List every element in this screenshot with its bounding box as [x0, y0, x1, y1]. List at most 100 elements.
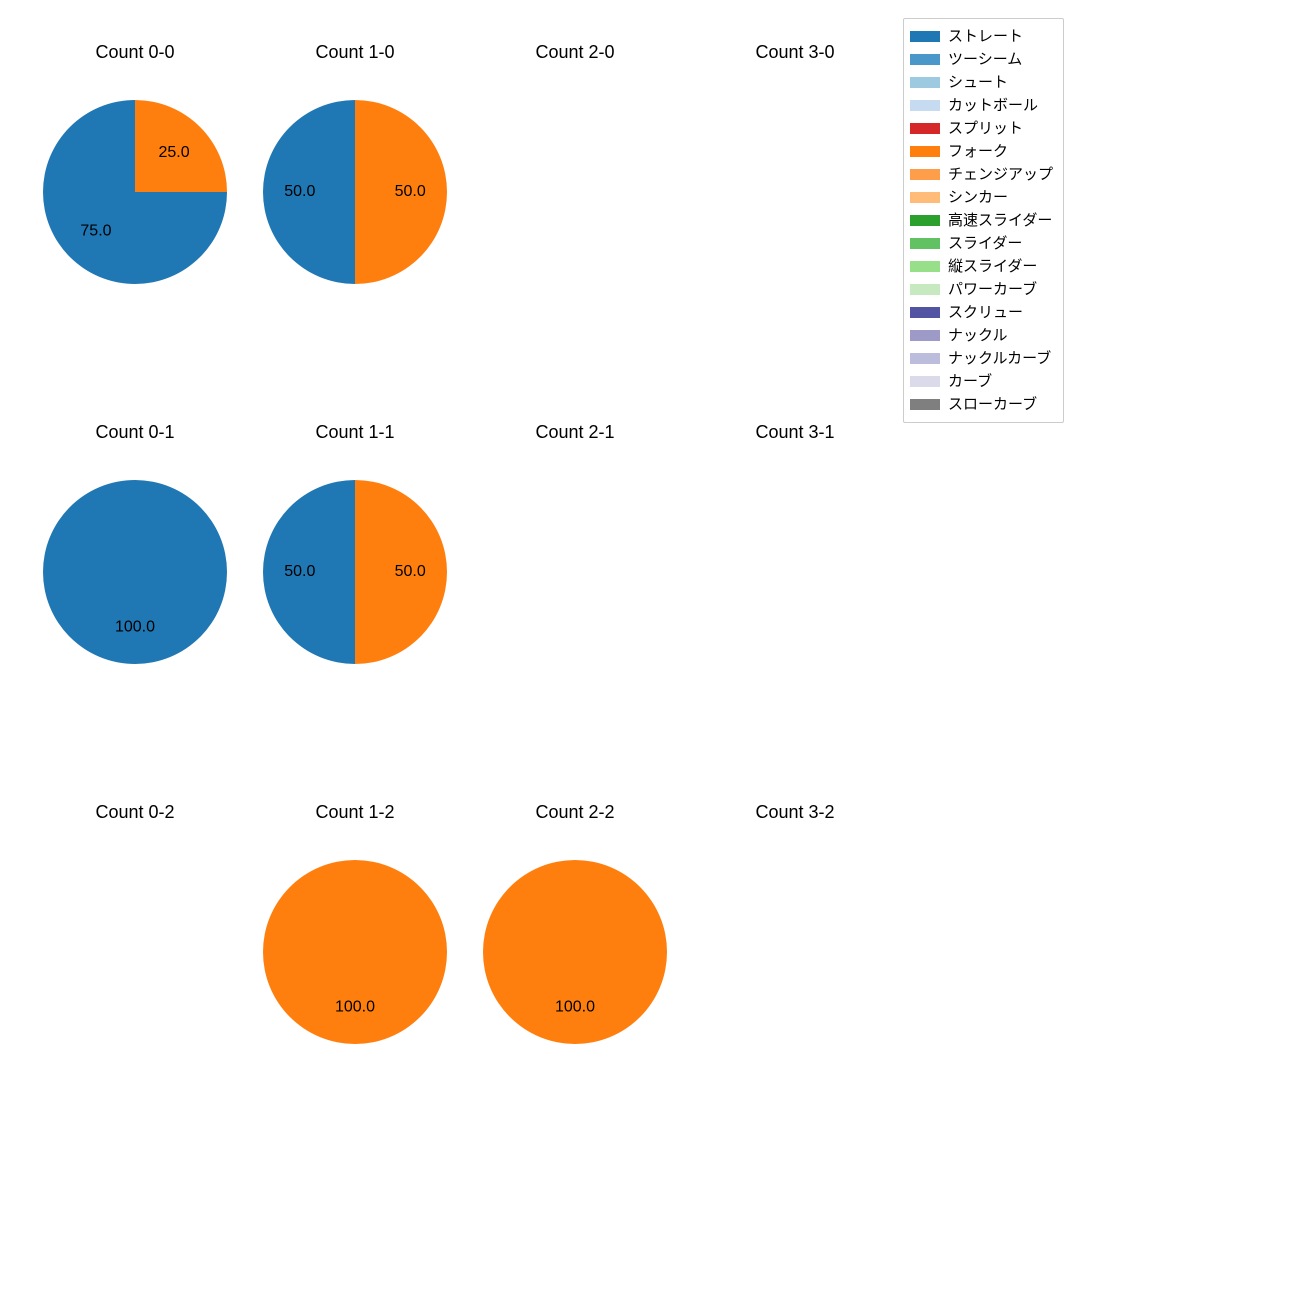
- pie-slice: [483, 860, 667, 1044]
- legend-item: スクリュー: [910, 301, 1053, 324]
- legend-label: シンカー: [948, 190, 1008, 205]
- legend-label: チェンジアップ: [948, 167, 1053, 182]
- legend-swatch: [910, 77, 940, 88]
- pie: 100.0: [481, 858, 669, 1046]
- subplot-title: Count 3-1: [685, 422, 905, 443]
- subplot: Count 3-2: [685, 830, 905, 1210]
- legend-swatch: [910, 123, 940, 134]
- legend-label: カーブ: [948, 374, 992, 389]
- legend-item: チェンジアップ: [910, 163, 1053, 186]
- subplot-title: Count 1-1: [245, 422, 465, 443]
- pie: [41, 858, 229, 1046]
- pie: 100.0: [261, 858, 449, 1046]
- legend-item: スライダー: [910, 232, 1053, 255]
- subplot-title: Count 3-2: [685, 802, 905, 823]
- pie: [701, 858, 889, 1046]
- legend-item: ツーシーム: [910, 48, 1053, 71]
- legend-label: シュート: [948, 75, 1008, 90]
- legend-label: カットボール: [948, 98, 1038, 113]
- legend-label: パワーカーブ: [948, 282, 1037, 297]
- legend-swatch: [910, 100, 940, 111]
- pie: [701, 98, 889, 286]
- subplot-title: Count 2-2: [465, 802, 685, 823]
- legend-label: 縦スライダー: [948, 259, 1037, 274]
- legend-label: スプリット: [948, 121, 1023, 136]
- legend-swatch: [910, 307, 940, 318]
- legend-item: カーブ: [910, 370, 1053, 393]
- legend-swatch: [910, 376, 940, 387]
- legend: ストレートツーシームシュートカットボールスプリットフォークチェンジアップシンカー…: [903, 18, 1064, 423]
- pie: 75.0 25.0: [41, 98, 229, 286]
- subplot: Count 1-2100.0: [245, 830, 465, 1210]
- legend-swatch: [910, 330, 940, 341]
- legend-label: フォーク: [948, 144, 1008, 159]
- legend-swatch: [910, 31, 940, 42]
- legend-item: 縦スライダー: [910, 255, 1053, 278]
- pie: [701, 478, 889, 666]
- legend-label: ナックル: [948, 328, 1008, 343]
- legend-swatch: [910, 192, 940, 203]
- legend-item: 高速スライダー: [910, 209, 1053, 232]
- subplot-title: Count 2-0: [465, 42, 685, 63]
- legend-label: ストレート: [948, 29, 1023, 44]
- pie: 50.0 50.0: [261, 98, 449, 286]
- pie-slice-label: 100.0: [555, 998, 595, 1015]
- pie-slice-label: 100.0: [335, 998, 375, 1015]
- legend-label: ツーシーム: [948, 52, 1022, 67]
- legend-label: ナックルカーブ: [948, 351, 1051, 366]
- legend-item: スプリット: [910, 117, 1053, 140]
- legend-item: フォーク: [910, 140, 1053, 163]
- subplot: Count 3-1: [685, 450, 905, 830]
- legend-swatch: [910, 169, 940, 180]
- legend-item: ナックルカーブ: [910, 347, 1053, 370]
- subplot: Count 2-0: [465, 70, 685, 450]
- legend-swatch: [910, 261, 940, 272]
- legend-item: パワーカーブ: [910, 278, 1053, 301]
- subplot-title: Count 0-1: [25, 422, 245, 443]
- legend-swatch: [910, 146, 940, 157]
- subplot: Count 0-1100.0: [25, 450, 245, 830]
- legend-label: 高速スライダー: [948, 213, 1052, 228]
- pie-slice-label: 75.0: [80, 222, 111, 239]
- subplot: Count 0-2: [25, 830, 245, 1210]
- legend-label: スローカーブ: [948, 397, 1037, 412]
- legend-swatch: [910, 399, 940, 410]
- pie-slice-label: 50.0: [284, 183, 315, 200]
- pie: 100.0: [41, 478, 229, 666]
- legend-item: シュート: [910, 71, 1053, 94]
- pie: [481, 98, 669, 286]
- pie-grid-chart: Count 0-0 75.0 25.0 Count 1-0 50.0 50.0 Count …: [0, 0, 1300, 1300]
- subplot-title: Count 0-2: [25, 802, 245, 823]
- subplot: Count 3-0: [685, 70, 905, 450]
- subplot-title: Count 2-1: [465, 422, 685, 443]
- subplot: Count 2-2100.0: [465, 830, 685, 1210]
- legend-item: ストレート: [910, 25, 1053, 48]
- legend-label: スクリュー: [948, 305, 1023, 320]
- pie-slice: [263, 860, 447, 1044]
- subplot-title: Count 3-0: [685, 42, 905, 63]
- pie-slice-label: 100.0: [115, 618, 155, 635]
- legend-swatch: [910, 284, 940, 295]
- subplot: Count 0-075.025.0: [25, 70, 245, 450]
- subplot-title: Count 1-2: [245, 802, 465, 823]
- legend-item: スローカーブ: [910, 393, 1053, 416]
- pie-slice-label: 25.0: [158, 144, 189, 161]
- legend-swatch: [910, 353, 940, 364]
- subplot: Count 1-050.050.0: [245, 70, 465, 450]
- legend-swatch: [910, 238, 940, 249]
- pie-slice-label: 50.0: [395, 183, 426, 200]
- legend-swatch: [910, 54, 940, 65]
- legend-item: シンカー: [910, 186, 1053, 209]
- pie-slice-label: 50.0: [395, 563, 426, 580]
- pie-slice-label: 50.0: [284, 563, 315, 580]
- subplot-title: Count 0-0: [25, 42, 245, 63]
- subplot: Count 2-1: [465, 450, 685, 830]
- subplot-title: Count 1-0: [245, 42, 465, 63]
- legend-item: ナックル: [910, 324, 1053, 347]
- legend-swatch: [910, 215, 940, 226]
- pie: 50.0 50.0: [261, 478, 449, 666]
- subplot: Count 1-150.050.0: [245, 450, 465, 830]
- pie: [481, 478, 669, 666]
- pie-slice: [43, 480, 227, 664]
- legend-item: カットボール: [910, 94, 1053, 117]
